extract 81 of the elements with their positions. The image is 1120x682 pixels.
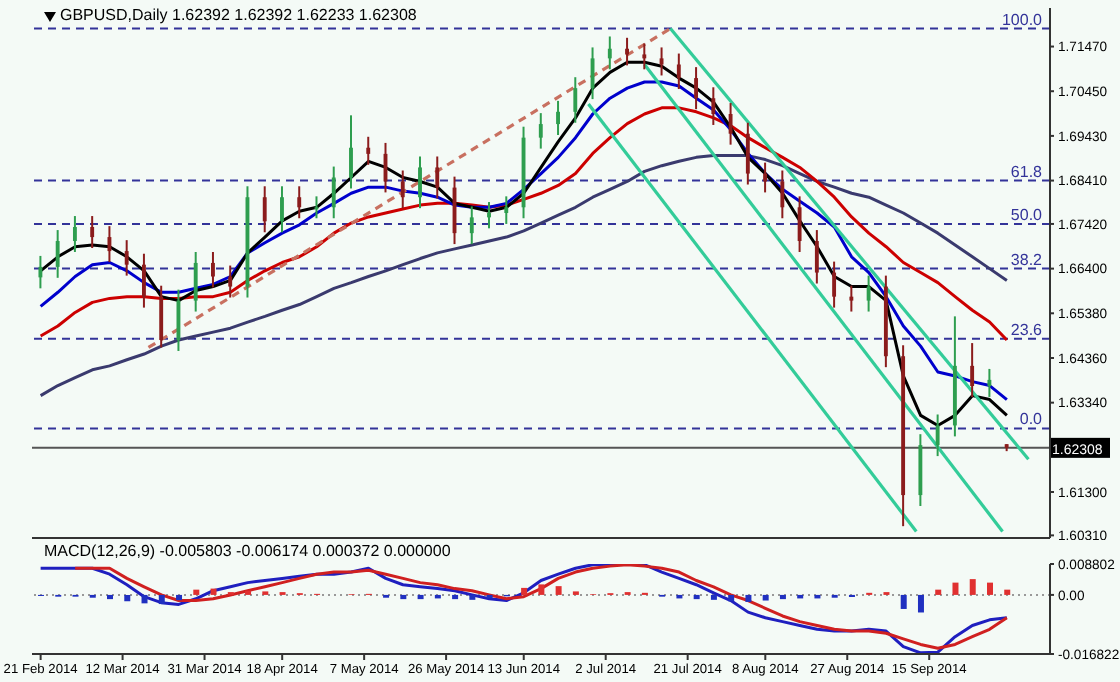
annotation: 23.6 [1010,320,1044,339]
candlestick [625,36,629,67]
candlestick [38,254,43,290]
bar [193,589,200,595]
candlestick [728,102,733,146]
candlestick [349,114,353,190]
bar [762,594,769,601]
candlestick [797,195,802,253]
candlestick [90,215,95,250]
chart-title: MACD(12,26,9) -0.005803 -0.006174 0.000372 0.000000 [44,542,451,560]
bar [952,582,959,595]
candlestick [556,99,560,137]
candlestick [711,86,716,126]
candlestick [72,215,77,253]
candlestick [832,260,837,309]
bar [538,584,545,595]
candlestick [763,161,768,194]
bar [176,594,183,601]
candlestick [573,76,578,124]
bar [710,594,717,600]
candlestick [935,413,940,458]
candlestick [297,185,302,220]
candlestick [659,46,664,77]
candlestick [142,252,146,309]
bar [521,587,528,595]
bar [400,594,407,600]
candlestick [280,185,284,234]
bar [969,579,976,595]
bar [555,586,562,595]
bar [452,594,459,600]
candlestick [262,185,267,234]
candlestick [745,121,750,186]
candlestick [193,250,198,313]
bar [917,594,924,613]
bar [693,594,700,600]
annotation: 50.0 [1010,205,1044,224]
bar [107,594,114,600]
candlestick [780,169,785,220]
candlestick [970,342,975,398]
candlestick [987,367,992,398]
candlestick [55,229,60,279]
candlestick [159,284,164,349]
annotation: 100.0 [1001,10,1044,29]
candlestick [211,250,215,289]
candlestick [435,155,440,200]
candlestick [228,264,233,299]
annotation: 0.0 [1019,410,1044,429]
candlestick [694,66,699,111]
annotation: 38.2 [1010,250,1044,269]
candlestick [331,165,336,220]
bar [469,594,476,600]
bar [210,588,217,595]
candlestick [400,169,405,210]
candlestick [504,195,509,225]
bar [745,594,752,602]
bar [1004,589,1011,595]
candlestick [849,284,854,313]
candlestick [124,239,129,277]
candlestick [538,112,543,150]
candlestick [487,201,491,230]
candlestick [418,155,422,210]
bar [124,594,131,602]
bar [141,594,148,604]
bar [158,594,165,605]
candlestick [366,135,371,166]
bar [900,594,907,609]
chart-title: GBPUSD,Daily 1.62392 1.62392 1.62233 1.62308 [60,6,417,24]
bar [417,594,424,600]
candlestick [676,52,681,91]
line-series [39,106,1009,342]
candlestick [642,42,647,71]
candlestick [107,225,112,264]
candlestick [814,229,819,285]
bar [935,589,942,595]
bar [728,594,735,602]
candlestick [469,205,474,246]
annotation: 61.8 [1010,162,1044,181]
candlestick [866,274,871,313]
bar [779,594,786,600]
candlestick [607,35,612,71]
bar [986,582,993,595]
